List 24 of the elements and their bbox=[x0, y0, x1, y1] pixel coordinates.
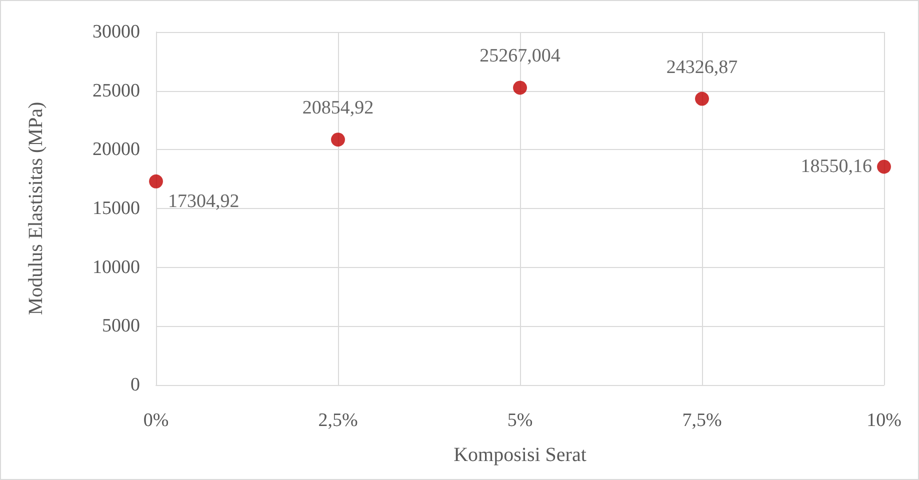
x-tick-label: 5% bbox=[507, 410, 533, 431]
point bbox=[331, 132, 345, 147]
point bbox=[877, 160, 891, 174]
y-tick-label: 10000 bbox=[92, 256, 140, 278]
y-tick-label: 0 bbox=[130, 374, 140, 396]
point bbox=[149, 174, 163, 188]
data-label: 17304,92 bbox=[168, 190, 240, 212]
data-label: 18550,16 bbox=[800, 156, 872, 178]
y-tick-label: 25000 bbox=[92, 80, 140, 102]
point bbox=[695, 92, 709, 106]
x-tick-label: 7,5% bbox=[682, 410, 722, 431]
data-label: 24326,87 bbox=[666, 56, 738, 78]
x-tick-label: 2,5% bbox=[318, 410, 358, 431]
x-tick-label: 0% bbox=[143, 410, 169, 431]
y-tick-label: 30000 bbox=[92, 22, 140, 42]
data-label: 20854,92 bbox=[302, 98, 374, 119]
point bbox=[513, 80, 527, 95]
y-tick-label: 20000 bbox=[92, 139, 140, 160]
y-tick-label: 5000 bbox=[102, 316, 140, 337]
y-axis-title: Modulus Elastisitas (MPa) bbox=[25, 102, 47, 316]
x-tick-label: 10% bbox=[866, 410, 902, 431]
data-label: 25267,004 bbox=[480, 46, 561, 67]
y-tick-label: 15000 bbox=[92, 198, 140, 219]
x-axis-title: Komposisi Serat bbox=[454, 444, 587, 466]
